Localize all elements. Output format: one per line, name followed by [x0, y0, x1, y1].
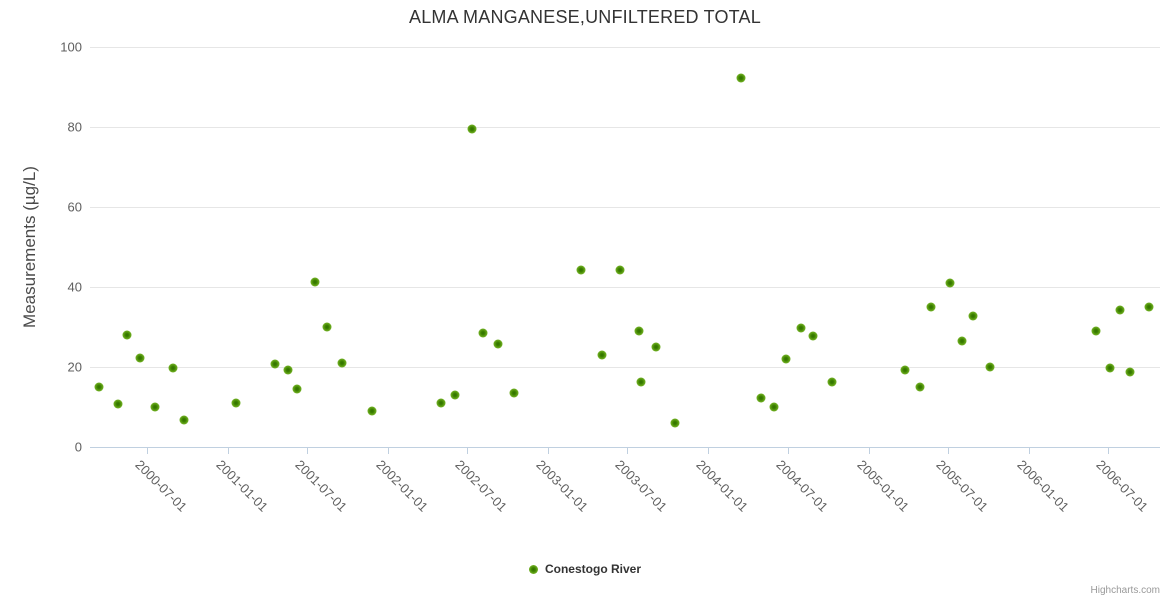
data-point[interactable] — [781, 354, 791, 364]
x-axis-label-2002-01-01: 2002-01-01 — [373, 457, 431, 515]
y-axis-label-100: 100 — [60, 39, 82, 55]
data-point[interactable] — [769, 402, 779, 412]
x-tick-2003-01-01 — [547, 448, 549, 454]
data-point[interactable] — [292, 384, 302, 394]
y-axis-label-60: 60 — [67, 199, 82, 215]
data-point[interactable] — [968, 311, 978, 321]
x-tick-2005-07-01 — [947, 448, 949, 454]
data-point[interactable] — [796, 323, 806, 333]
x-tick-2000-07-01 — [147, 448, 148, 454]
x-axis-label-2003-01-01: 2003-01-01 — [533, 457, 591, 515]
x-tick-2003-07-01 — [627, 448, 629, 454]
y-axis-label-40: 40 — [67, 279, 82, 295]
data-point[interactable] — [808, 331, 818, 341]
x-axis-label-2001-01-01: 2001-01-01 — [213, 457, 271, 515]
legend-label: Conestogo River — [544, 562, 641, 576]
legend-marker-icon — [528, 564, 538, 574]
data-point[interactable] — [651, 342, 661, 352]
data-point[interactable] — [915, 382, 925, 392]
data-point[interactable] — [945, 278, 955, 288]
x-axis-label-2000-07-01: 2000-07-01 — [132, 457, 191, 515]
data-point[interactable] — [436, 398, 446, 408]
x-tick-2001-07-01 — [307, 448, 309, 454]
data-point[interactable] — [283, 365, 293, 375]
data-point[interactable] — [736, 73, 746, 83]
data-point[interactable] — [179, 415, 189, 425]
data-point[interactable] — [985, 362, 995, 372]
data-point[interactable] — [493, 339, 503, 349]
x-axis-label-2005-07-01: 2005-07-01 — [933, 457, 991, 515]
data-point[interactable] — [900, 365, 910, 375]
data-point[interactable] — [150, 402, 160, 412]
data-point[interactable] — [1125, 367, 1135, 377]
data-point[interactable] — [827, 377, 837, 387]
x-tick-2004-01-01 — [707, 448, 709, 454]
data-point[interactable] — [509, 388, 519, 398]
x-axis-label-2006-07-01: 2006-07-01 — [1093, 457, 1152, 515]
data-point[interactable] — [615, 265, 625, 275]
x-tick-2004-07-01 — [787, 448, 789, 454]
y-gridline-20 — [90, 367, 1160, 368]
data-point[interactable] — [168, 363, 178, 373]
data-point[interactable] — [576, 265, 586, 275]
x-axis-label-2006-01-01: 2006-01-01 — [1014, 457, 1072, 515]
data-point[interactable] — [957, 336, 967, 346]
data-point[interactable] — [1144, 302, 1154, 312]
x-axis-label-2004-01-01: 2004-01-01 — [693, 457, 752, 515]
data-point[interactable] — [597, 350, 607, 360]
x-tick-2002-07-01 — [467, 448, 469, 454]
x-axis-label-2004-07-01: 2004-07-01 — [773, 457, 831, 515]
data-point[interactable] — [122, 330, 132, 340]
data-point[interactable] — [1115, 305, 1125, 315]
x-tick-2001-01-01 — [227, 448, 229, 454]
data-point[interactable] — [231, 398, 241, 408]
highcharts-credits-link[interactable]: Highcharts.com — [1090, 585, 1160, 596]
x-axis-label-2005-01-01: 2005-01-01 — [853, 457, 912, 515]
y-axis-label-0: 0 — [74, 439, 82, 455]
y-gridline-60 — [90, 207, 1160, 208]
x-tick-2006-07-01 — [1108, 448, 1109, 454]
data-point[interactable] — [337, 358, 347, 368]
data-point[interactable] — [367, 406, 377, 416]
data-point[interactable] — [113, 399, 123, 409]
data-point[interactable] — [450, 390, 460, 400]
x-axis-label-2001-07-01: 2001-07-01 — [292, 457, 351, 515]
x-axis-label-2003-07-01: 2003-07-01 — [612, 457, 671, 515]
data-point[interactable] — [467, 124, 477, 134]
x-tick-2002-01-01 — [387, 448, 389, 454]
x-tick-2006-01-01 — [1028, 448, 1030, 454]
data-point[interactable] — [926, 302, 936, 312]
y-gridline-40 — [90, 287, 1160, 288]
x-axis-label-2002-07-01: 2002-07-01 — [452, 457, 511, 515]
data-point[interactable] — [634, 326, 644, 336]
data-point[interactable] — [1091, 326, 1101, 336]
y-gridline-100 — [90, 47, 1160, 48]
data-point[interactable] — [636, 377, 646, 387]
data-point[interactable] — [756, 393, 766, 403]
data-point[interactable] — [670, 418, 680, 428]
legend: Conestogo River — [0, 562, 1170, 576]
y-axis-label-20: 20 — [67, 359, 82, 375]
legend-item-conestogo-river[interactable]: Conestogo River — [528, 562, 641, 576]
x-axis-line — [90, 447, 1160, 448]
data-point[interactable] — [322, 322, 332, 332]
y-axis-label-80: 80 — [67, 119, 82, 135]
chart-title: ALMA MANGANESE,UNFILTERED TOTAL — [409, 7, 761, 27]
data-point[interactable] — [1105, 363, 1115, 373]
data-point[interactable] — [270, 359, 280, 369]
data-point[interactable] — [135, 353, 145, 363]
data-point[interactable] — [310, 277, 320, 287]
data-point[interactable] — [94, 382, 104, 392]
y-gridline-80 — [90, 127, 1160, 128]
x-tick-2005-01-01 — [868, 448, 870, 454]
data-point[interactable] — [478, 328, 488, 338]
